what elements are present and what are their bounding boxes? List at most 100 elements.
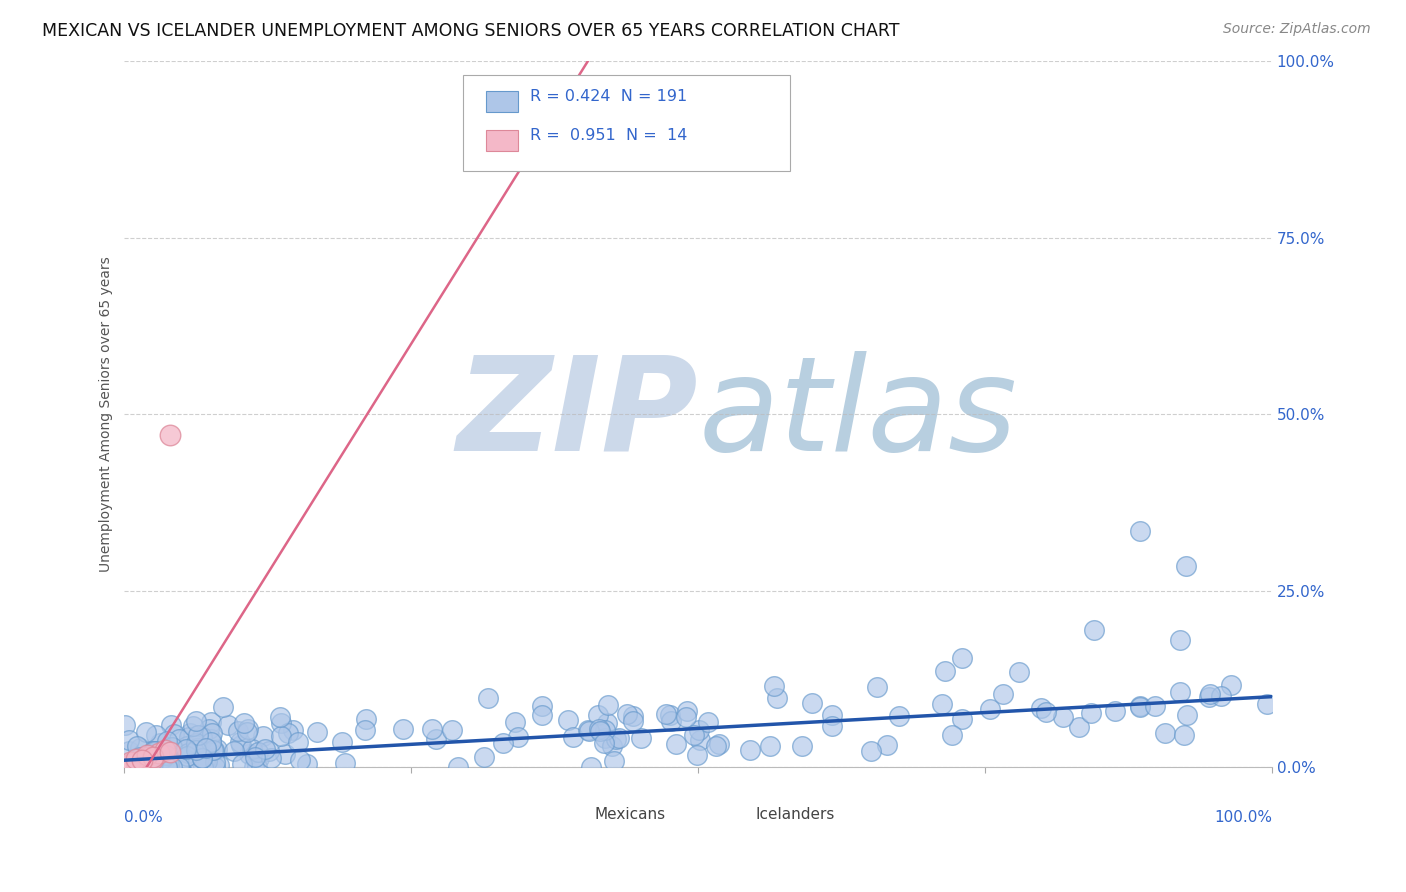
Point (247, 750, 270, 764)
Point (131, 753, 153, 767)
Text: R = 0.424  N = 191: R = 0.424 N = 191 (530, 88, 686, 103)
Point (142, 752, 165, 766)
Point (177, 746, 200, 760)
Point (177, 730, 200, 744)
Point (1173, 728, 1195, 742)
Point (576, 723, 599, 737)
Point (1144, 699, 1167, 714)
Point (503, 714, 526, 729)
Point (145, 728, 167, 742)
Point (200, 714, 222, 729)
Point (204, 743, 226, 757)
Point (675, 704, 697, 718)
Text: ZIP: ZIP (457, 351, 699, 478)
Point (127, 760, 149, 774)
Point (934, 665, 956, 679)
Point (184, 714, 207, 728)
Point (557, 713, 579, 727)
Point (246, 745, 269, 759)
Point (979, 702, 1001, 716)
Point (181, 719, 204, 733)
Point (159, 428, 181, 442)
Point (184, 738, 207, 752)
Point (1220, 678, 1243, 692)
Point (204, 756, 226, 770)
Point (195, 754, 218, 768)
FancyBboxPatch shape (463, 75, 790, 170)
Point (191, 732, 214, 747)
Point (876, 738, 898, 752)
Point (186, 741, 208, 756)
Point (228, 735, 250, 749)
Point (1008, 665, 1031, 679)
Point (709, 738, 731, 752)
Point (253, 741, 276, 756)
Point (1168, 633, 1191, 648)
Point (217, 718, 239, 732)
Point (661, 714, 683, 728)
Point (630, 731, 652, 745)
Text: Source: ZipAtlas.com: Source: ZipAtlas.com (1223, 22, 1371, 37)
Point (187, 728, 209, 742)
Point (759, 739, 782, 753)
Point (125, 752, 148, 766)
Point (1129, 700, 1152, 714)
Point (222, 744, 245, 758)
Text: 100.0%: 100.0% (1213, 810, 1272, 824)
Point (281, 723, 304, 738)
Point (128, 750, 150, 764)
Point (141, 760, 163, 774)
Point (125, 760, 148, 774)
Point (136, 760, 159, 774)
Point (156, 758, 179, 772)
Point (187, 754, 209, 768)
Point (240, 741, 263, 756)
Point (354, 723, 377, 738)
Point (593, 723, 616, 737)
Point (160, 739, 183, 754)
Point (603, 754, 626, 768)
Point (1067, 720, 1090, 734)
Point (205, 741, 228, 756)
Point (472, 750, 495, 764)
Point (330, 735, 353, 749)
Point (354, 712, 377, 726)
Point (616, 707, 638, 722)
Point (1129, 699, 1152, 714)
Point (198, 722, 221, 736)
Point (1211, 690, 1233, 704)
Point (167, 760, 190, 774)
Point (176, 741, 198, 756)
Point (766, 690, 789, 705)
Point (688, 723, 710, 738)
Y-axis label: Unemployment Among Seniors over 65 years: Unemployment Among Seniors over 65 years (100, 256, 114, 572)
Point (257, 744, 280, 758)
Point (586, 708, 609, 723)
Point (204, 760, 226, 774)
Point (579, 760, 602, 774)
Point (800, 696, 823, 710)
Point (991, 687, 1014, 701)
Point (188, 760, 211, 774)
Point (118, 733, 141, 747)
Point (866, 680, 889, 694)
Point (157, 758, 180, 772)
Point (605, 731, 627, 746)
Point (136, 749, 159, 764)
Point (176, 739, 198, 753)
Point (588, 723, 610, 737)
Point (600, 739, 623, 753)
Point (1083, 623, 1105, 637)
Point (176, 748, 198, 763)
Point (190, 750, 212, 764)
Point (1031, 701, 1053, 715)
Point (288, 753, 311, 767)
Point (621, 708, 644, 723)
Point (689, 732, 711, 747)
Point (1080, 706, 1102, 720)
Point (420, 723, 443, 737)
Point (162, 760, 184, 774)
Point (593, 731, 616, 746)
Point (184, 743, 207, 757)
Point (593, 736, 616, 750)
